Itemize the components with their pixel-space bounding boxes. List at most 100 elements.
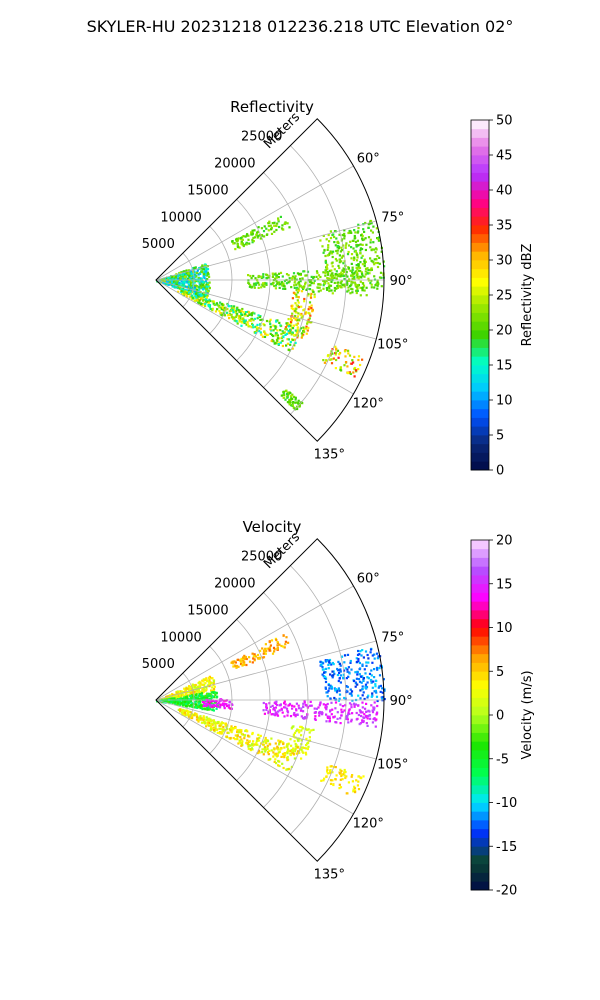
echo-gate — [313, 295, 316, 299]
echo-gate — [202, 687, 205, 690]
echo-gate — [232, 317, 235, 321]
echo-gate — [283, 700, 286, 703]
echo-gate — [170, 698, 173, 701]
echo-gate — [234, 726, 237, 730]
echo-gate — [174, 274, 177, 277]
echo-gate — [260, 333, 263, 336]
echo-gate — [361, 685, 364, 688]
radial-tick-label: 15000 — [187, 183, 228, 198]
echo-gate — [293, 338, 296, 341]
echo-gate — [324, 686, 327, 689]
echo-gate — [237, 665, 240, 668]
echo-gate — [375, 248, 378, 251]
echo-gate — [197, 686, 200, 689]
echo-gate — [352, 361, 355, 364]
echo-gate — [294, 742, 297, 746]
echo-gate — [333, 687, 336, 690]
colorbar-tick-label: 0 — [496, 709, 504, 724]
echo-gate — [265, 273, 268, 276]
echo-gate — [361, 274, 364, 277]
echo-gate — [188, 275, 191, 278]
azimuth-spoke — [155, 165, 354, 281]
echo-gate — [353, 785, 356, 788]
echo-gate — [300, 290, 304, 293]
echo-gate — [278, 337, 281, 340]
echo-gate — [290, 333, 293, 336]
echo-gate — [187, 286, 190, 289]
echo-gate — [205, 700, 208, 703]
echo-gate — [300, 316, 303, 319]
echo-gate — [175, 693, 178, 697]
echo-gate — [303, 308, 306, 311]
echo-gate — [270, 713, 273, 716]
echo-gate — [365, 716, 368, 719]
echo-gate — [340, 271, 343, 274]
echo-gate — [182, 289, 185, 292]
echo-gate — [252, 655, 255, 658]
echo-gate — [209, 705, 212, 708]
echo-gate — [331, 261, 334, 264]
echo-gate — [251, 241, 254, 244]
echo-gate — [264, 750, 267, 753]
echo-gate — [237, 317, 240, 320]
echo-gate — [194, 279, 197, 282]
echo-gate — [196, 269, 199, 272]
echo-gate — [185, 687, 188, 690]
echo-gate — [243, 737, 246, 740]
echo-gate — [291, 704, 294, 707]
echo-gate — [373, 676, 376, 679]
echo-gate — [211, 699, 214, 702]
echo-gate — [356, 288, 359, 291]
colorbar-band — [471, 785, 489, 795]
echo-gate — [279, 324, 282, 327]
echo-region — [320, 765, 365, 795]
echo-gate — [305, 744, 308, 747]
echo-gate — [212, 680, 215, 683]
echo-gate — [224, 699, 227, 702]
echo-gate — [308, 288, 312, 291]
echo-gate — [354, 284, 357, 287]
echo-gate — [215, 302, 218, 305]
echo-gate — [267, 758, 270, 761]
echo-gate — [306, 329, 309, 332]
echo-field — [156, 634, 386, 795]
echo-gate — [282, 331, 285, 335]
colorbar-band — [471, 172, 489, 182]
colorbar-band — [471, 233, 489, 243]
echo-gate — [347, 244, 351, 247]
echo-gate — [330, 765, 333, 768]
echo-gate — [340, 714, 343, 717]
echo-gate — [300, 305, 303, 308]
echo-gate — [237, 314, 241, 318]
echo-gate — [333, 696, 336, 700]
echo-gate — [166, 280, 169, 284]
echo-gate — [242, 318, 245, 321]
echo-gate — [369, 678, 373, 682]
echo-gate — [179, 694, 182, 697]
echo-gate — [195, 689, 198, 692]
echo-gate — [247, 238, 250, 241]
echo-gate — [251, 732, 254, 736]
echo-gate — [361, 282, 364, 285]
echo-gate — [203, 707, 206, 710]
echo-gate — [309, 296, 313, 299]
echo-gate — [181, 694, 184, 697]
echo-gate — [258, 283, 261, 286]
echo-gate — [229, 736, 232, 740]
echo-gate — [288, 328, 292, 331]
echo-gate — [369, 651, 372, 654]
echo-gate — [237, 245, 240, 249]
echo-gate — [191, 703, 194, 706]
echo-gate — [231, 729, 234, 732]
echo-gate — [339, 282, 342, 285]
echo-gate — [266, 739, 270, 743]
echo-gate — [339, 681, 342, 684]
echo-gate — [181, 274, 184, 277]
echo-gate — [355, 273, 358, 277]
colorbar-band — [471, 653, 489, 663]
echo-gate — [177, 290, 180, 293]
echo-gate — [182, 704, 185, 707]
echo-gate — [263, 285, 266, 288]
chart-title: Velocity — [243, 518, 302, 536]
echo-gate — [349, 661, 352, 664]
